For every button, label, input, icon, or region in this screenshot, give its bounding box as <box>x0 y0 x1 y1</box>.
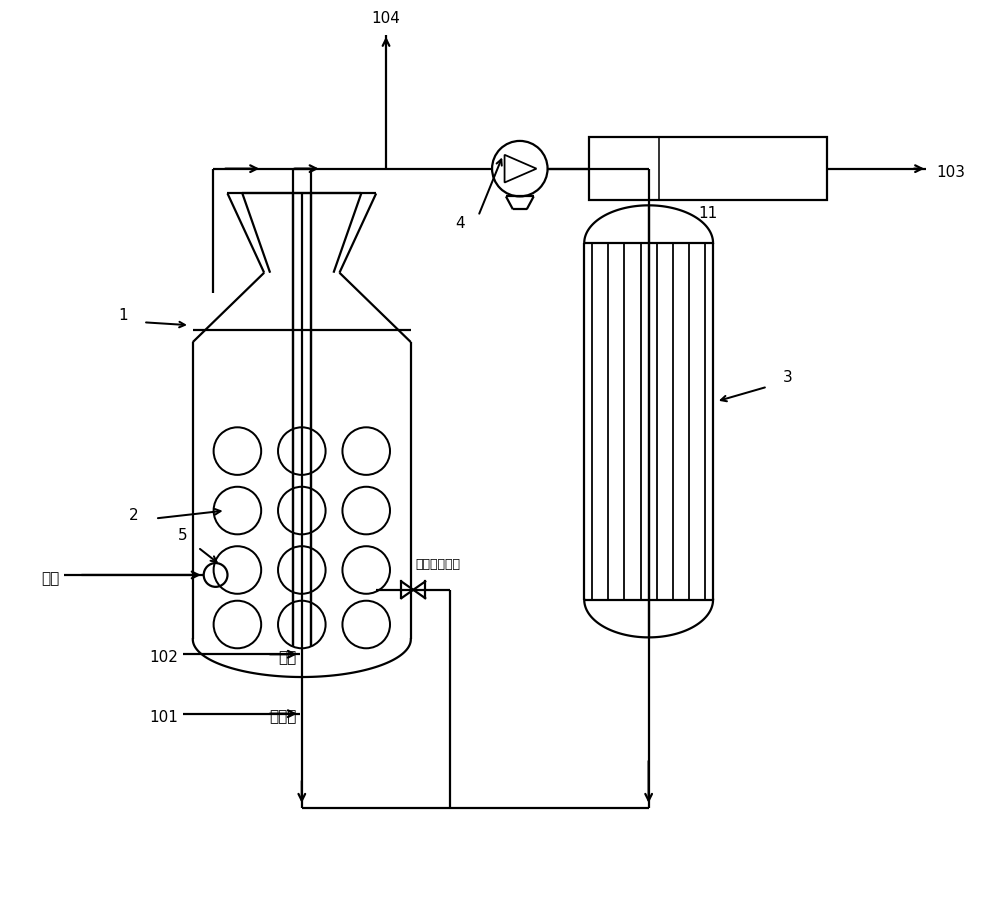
Text: 103: 103 <box>936 165 965 180</box>
Text: 1: 1 <box>119 309 128 323</box>
Text: 低碳醇: 低碳醇 <box>269 709 297 725</box>
Text: 11: 11 <box>698 206 718 221</box>
Text: 104: 104 <box>372 11 400 26</box>
Bar <box>589 137 827 201</box>
Text: 101: 101 <box>149 709 178 725</box>
Text: 2: 2 <box>129 508 138 523</box>
Text: 氢气: 氢气 <box>41 571 59 586</box>
Text: 5: 5 <box>178 529 188 543</box>
Text: 压力调节放空: 压力调节放空 <box>416 558 461 571</box>
Text: 3: 3 <box>782 369 792 385</box>
Text: 4: 4 <box>456 216 465 231</box>
Text: 102: 102 <box>149 650 178 665</box>
Text: 液钠: 液钠 <box>279 650 297 665</box>
